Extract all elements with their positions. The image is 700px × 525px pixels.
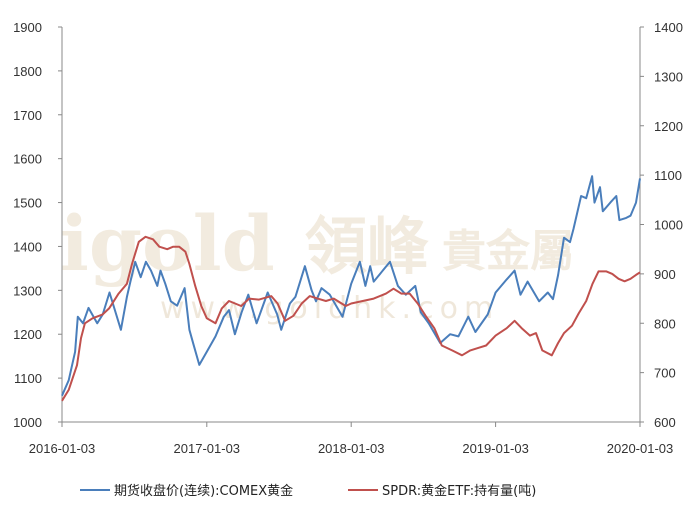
right-tick-label: 1100 <box>654 168 682 183</box>
left-tick-label: 1600 <box>13 152 42 167</box>
left-tick-label: 1900 <box>13 20 42 35</box>
x-axis-ticks: 2016-01-03 2017-01-03 2018-01-03 2019-01-03… <box>29 422 674 456</box>
x-tick-label: 2016-01-03 <box>29 441 96 456</box>
watermark-suffix-cn: 貴金屬 <box>442 226 574 277</box>
left-tick-label: 1500 <box>13 196 42 211</box>
watermark-brand-cn: 領峰 <box>305 210 429 283</box>
right-tick-label: 900 <box>654 267 676 282</box>
right-tick-label: 1400 <box>654 20 683 35</box>
series-line-comex-gold <box>61 175 641 397</box>
x-tick-label: 2019-01-03 <box>462 441 529 456</box>
left-tick-label: 1800 <box>13 64 42 79</box>
legend-label-comex-gold: 期货收盘价(连续):COMEX黄金 <box>114 483 293 499</box>
legend-label-spdr-holdings: SPDR:黄金ETF:持有量(吨) <box>382 483 536 499</box>
watermark-brand-latin: igold <box>60 199 275 288</box>
left-tick-label: 1100 <box>14 371 42 386</box>
left-tick-label: 1000 <box>13 415 42 430</box>
x-tick-label: 2020-01-03 <box>607 441 674 456</box>
left-tick-label: 1700 <box>13 108 42 123</box>
series-line-spdr-holdings <box>61 235 641 402</box>
x-tick-label: 2018-01-03 <box>318 441 385 456</box>
left-tick-label: 1300 <box>13 283 42 298</box>
series-layer <box>61 175 641 402</box>
left-tick-label: 1200 <box>13 327 42 342</box>
right-tick-label: 1200 <box>654 119 683 134</box>
legend: 期货收盘价(连续):COMEX黄金 SPDR:黄金ETF:持有量(吨) <box>80 483 536 499</box>
right-axis-ticks: 600 700 800 900 1000 1100 1200 1300 1400 <box>640 20 683 430</box>
right-tick-label: 800 <box>654 316 676 331</box>
right-tick-label: 600 <box>654 415 676 430</box>
right-tick-label: 1000 <box>654 218 683 233</box>
watermark-logo: igold 領峰 貴金屬 www.goldhk.com <box>60 199 574 326</box>
right-tick-label: 1300 <box>654 69 683 84</box>
watermark-url: www.goldhk.com <box>160 291 499 326</box>
right-tick-label: 700 <box>654 366 676 381</box>
x-tick-label: 2017-01-03 <box>174 441 241 456</box>
left-axis-ticks: 1000 1100 1200 1300 1400 1500 1600 1700 1800 1900 <box>13 20 62 430</box>
left-tick-label: 1400 <box>13 239 42 254</box>
